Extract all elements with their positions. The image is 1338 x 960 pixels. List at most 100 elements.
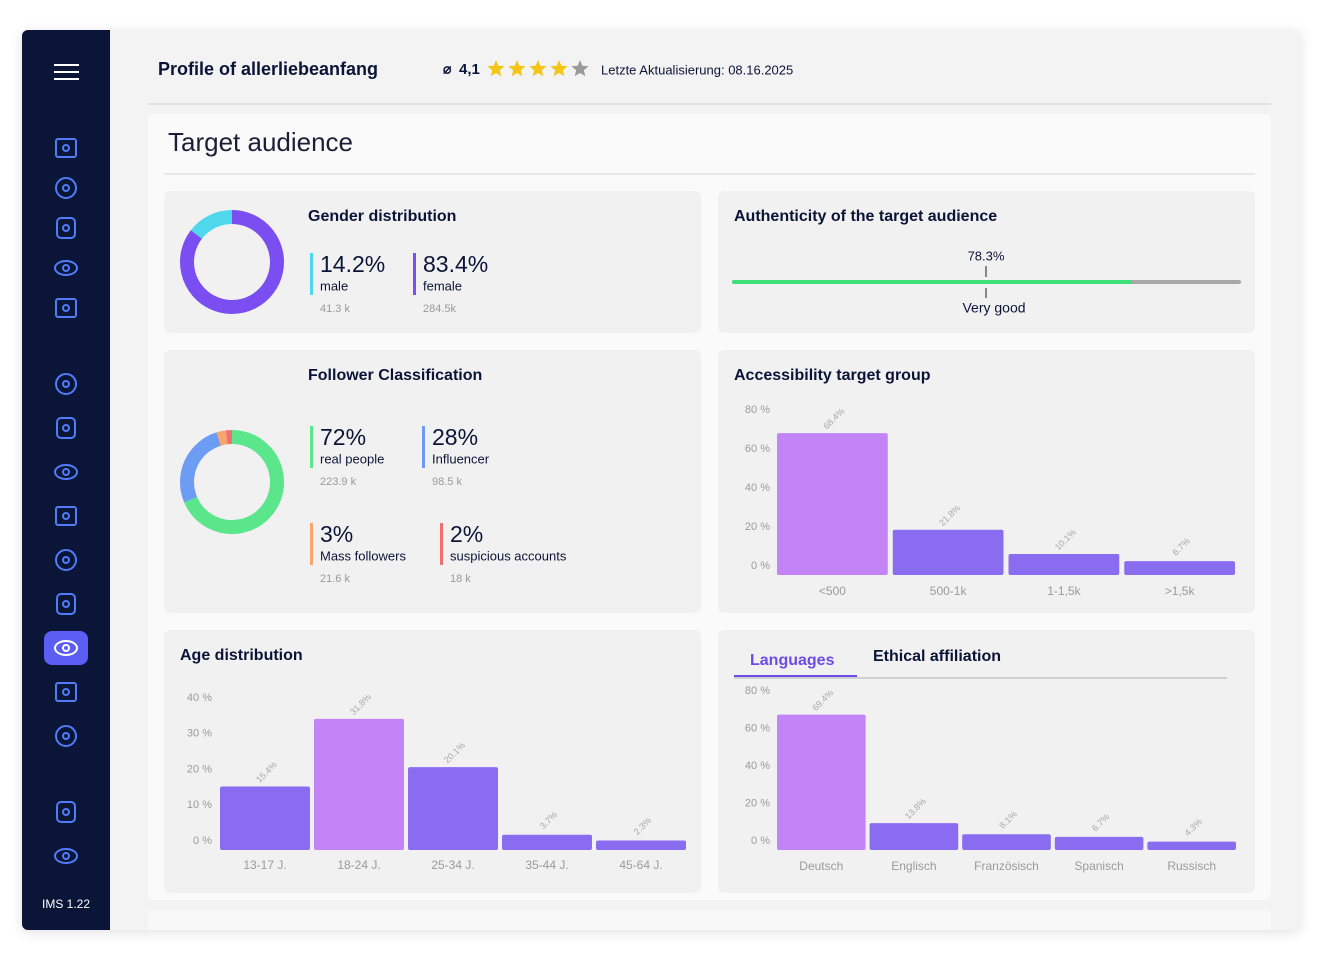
card bbox=[148, 910, 1271, 930]
last-update: Letzte Aktualisierung: 08.16.2025 bbox=[601, 62, 793, 77]
authenticity-rating: Very good bbox=[962, 300, 1025, 316]
nav-icon[interactable] bbox=[55, 177, 77, 199]
menu-button[interactable] bbox=[54, 64, 79, 80]
nav-icon[interactable] bbox=[56, 417, 76, 439]
bar bbox=[596, 840, 686, 850]
y-tick-label: 40 % bbox=[745, 482, 770, 494]
bar bbox=[314, 718, 404, 850]
icon-detail bbox=[62, 224, 70, 232]
y-tick-label: 30 % bbox=[187, 728, 212, 740]
stat-label: male bbox=[320, 278, 348, 293]
y-tick-label: 80 % bbox=[745, 404, 770, 416]
icon-shape bbox=[55, 725, 77, 747]
x-tick-label: 500-1k bbox=[930, 584, 968, 598]
donut-segment bbox=[180, 210, 284, 314]
stat-label: Mass followers bbox=[320, 548, 406, 563]
legend-bar bbox=[310, 253, 313, 295]
panel-title: Authenticity of the target audience bbox=[734, 208, 997, 225]
rating-prefix: ⌀ bbox=[443, 61, 452, 77]
app: IMS 1.22 Profile of allerliebeanfang ⌀ 4… bbox=[22, 30, 1271, 930]
icon-detail bbox=[62, 600, 70, 608]
y-tick-label: 0 % bbox=[751, 835, 770, 847]
icon-detail bbox=[62, 644, 70, 652]
nav-icon[interactable] bbox=[54, 848, 78, 864]
star bbox=[529, 60, 547, 77]
nav-icon[interactable] bbox=[55, 506, 77, 526]
icon-detail bbox=[62, 808, 70, 816]
stat-label: female bbox=[423, 278, 462, 293]
stat-value: 3% bbox=[320, 521, 353, 547]
icon-detail bbox=[62, 424, 70, 432]
x-tick-label: Englisch bbox=[891, 859, 936, 873]
nav-icon[interactable] bbox=[56, 801, 76, 823]
nav-icon[interactable] bbox=[54, 260, 78, 276]
stat-value: 72% bbox=[320, 424, 366, 450]
icon-shape bbox=[55, 138, 77, 158]
nav-icon[interactable] bbox=[55, 725, 77, 747]
bar bbox=[1124, 561, 1235, 575]
bar bbox=[408, 767, 498, 850]
y-tick-label: 60 % bbox=[745, 722, 770, 734]
y-tick-label: 0 % bbox=[751, 560, 770, 572]
nav-icon[interactable] bbox=[56, 593, 76, 615]
y-tick-label: 0 % bbox=[193, 835, 212, 847]
bar bbox=[1008, 554, 1120, 575]
donut-segment bbox=[184, 430, 284, 534]
nav-icon[interactable] bbox=[55, 373, 77, 395]
y-tick-label: 10 % bbox=[187, 799, 212, 811]
icon-detail bbox=[62, 688, 70, 696]
icon-detail bbox=[62, 468, 70, 476]
bar bbox=[962, 834, 1051, 850]
nav-icon[interactable] bbox=[56, 217, 76, 239]
nav-icon[interactable] bbox=[55, 298, 77, 318]
x-tick-label: 25-34 J. bbox=[431, 858, 474, 872]
legend-bar bbox=[413, 253, 416, 295]
nav-icon[interactable] bbox=[54, 464, 78, 480]
bar bbox=[220, 786, 310, 850]
star bbox=[550, 60, 568, 77]
icon-detail bbox=[62, 732, 70, 740]
nav-icon[interactable] bbox=[55, 549, 77, 571]
star bbox=[508, 60, 526, 77]
x-tick-label: Spanisch bbox=[1074, 859, 1123, 873]
icon-shape bbox=[55, 506, 77, 526]
stat-label: real people bbox=[320, 451, 384, 466]
stat-count: 21.6 k bbox=[320, 573, 350, 585]
icon-detail bbox=[62, 304, 70, 312]
icon-detail bbox=[62, 144, 70, 152]
stat-count: 223.9 k bbox=[320, 476, 357, 488]
x-tick-label: 45-64 J. bbox=[619, 858, 662, 872]
stat-count: 18 k bbox=[450, 573, 471, 585]
y-tick-label: 80 % bbox=[745, 685, 770, 697]
rating: 4,1 bbox=[459, 61, 480, 78]
icon-detail bbox=[62, 184, 70, 192]
stat-value: 28% bbox=[432, 424, 478, 450]
panel-title: Age distribution bbox=[180, 647, 303, 664]
version: IMS 1.22 bbox=[42, 897, 90, 911]
icon-shape bbox=[55, 682, 77, 702]
star bbox=[487, 60, 505, 77]
x-tick-label: >1,5k bbox=[1165, 584, 1196, 598]
stat-count: 41.3 k bbox=[320, 303, 350, 315]
icon-detail bbox=[62, 852, 70, 860]
icon-shape bbox=[56, 801, 76, 823]
nav-icon[interactable] bbox=[55, 138, 77, 158]
y-tick-label: 60 % bbox=[745, 443, 770, 455]
tab[interactable]: Languages bbox=[750, 652, 835, 669]
panel-title: Accessibility target group bbox=[734, 367, 931, 384]
icon-shape bbox=[54, 640, 78, 656]
donut-segment bbox=[190, 210, 233, 240]
stat-value: 14.2% bbox=[320, 251, 385, 277]
icon-shape bbox=[56, 217, 76, 239]
stat-value: 2% bbox=[450, 521, 483, 547]
y-tick-label: 20 % bbox=[745, 797, 770, 809]
tab[interactable]: Ethical affiliation bbox=[873, 648, 1001, 665]
stat-count: 284.5k bbox=[423, 303, 457, 315]
nav-icon[interactable] bbox=[44, 631, 88, 665]
stat-count: 98.5 k bbox=[432, 476, 462, 488]
panel bbox=[164, 350, 701, 613]
nav-icon[interactable] bbox=[55, 682, 77, 702]
icon-shape bbox=[56, 417, 76, 439]
donut-segment bbox=[180, 432, 222, 503]
